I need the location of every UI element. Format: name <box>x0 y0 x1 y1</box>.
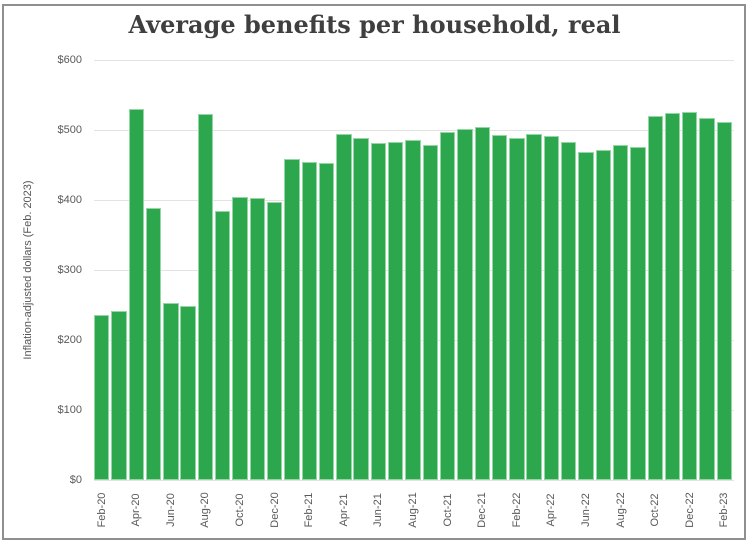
gridline-500 <box>94 130 734 131</box>
bar-Oct-20 <box>232 196 248 480</box>
y-tick-label: $500 <box>57 123 82 136</box>
bar-Jul-20 <box>180 306 196 480</box>
x-tick-label: Jun-21 <box>372 493 385 527</box>
y-tick-label: $100 <box>57 403 82 416</box>
x-tick-label: Oct-20 <box>234 493 247 527</box>
x-tick-label: Apr-20 <box>130 493 143 527</box>
gridline-600 <box>94 60 734 61</box>
bar-Dec-21 <box>474 127 490 480</box>
x-tick-label: Apr-22 <box>545 493 558 527</box>
bar-Jun-21 <box>370 142 387 480</box>
bar-Jun-20 <box>163 302 179 480</box>
bar-Jan-23 <box>699 118 715 480</box>
x-tick-label: Feb-23 <box>718 492 731 528</box>
bar-Mar-21 <box>318 162 335 480</box>
y-tick-label: $600 <box>57 53 82 66</box>
gridline-0 <box>94 480 734 481</box>
bar-Mar-20 <box>111 311 127 480</box>
x-tick-label: Dec-22 <box>683 492 696 528</box>
bar-Jan-21 <box>284 159 300 480</box>
x-tick-label: Oct-22 <box>649 493 662 527</box>
x-tick-label: Oct-21 <box>441 493 454 527</box>
bar-Sep-22 <box>630 146 646 480</box>
y-tick-label: $200 <box>57 333 82 346</box>
y-tick-label: $0 <box>69 473 82 486</box>
bar-Nov-21 <box>457 128 473 480</box>
bar-Aug-21 <box>405 139 421 480</box>
bar-Sep-21 <box>422 144 439 480</box>
bar-Jun-22 <box>578 151 594 480</box>
x-tick-label: Dec-20 <box>268 492 281 528</box>
bar-Nov-20 <box>249 197 266 480</box>
bar-Oct-22 <box>647 116 663 480</box>
y-tick-label: $300 <box>57 263 82 276</box>
x-tick-label: Aug-20 <box>199 492 212 528</box>
bar-Dec-22 <box>682 111 698 480</box>
bar-Jul-22 <box>595 149 611 480</box>
bar-Apr-22 <box>543 136 560 480</box>
y-tick-label: $400 <box>57 193 82 206</box>
x-tick-label: Apr-21 <box>337 493 350 527</box>
bar-May-22 <box>561 141 577 480</box>
bar-Feb-23 <box>716 121 733 480</box>
bar-May-20 <box>145 208 162 480</box>
bar-Nov-22 <box>664 113 681 480</box>
x-tick-label: Jun-22 <box>580 493 593 527</box>
x-tick-label: Dec-21 <box>476 492 489 528</box>
bar-Feb-22 <box>509 138 525 480</box>
bar-Oct-21 <box>439 132 456 480</box>
bar-Apr-21 <box>336 134 352 480</box>
bar-Feb-20 <box>94 314 110 480</box>
bar-Jan-22 <box>491 134 508 480</box>
x-tick-label: Feb-22 <box>510 492 523 528</box>
bar-Dec-20 <box>266 202 283 480</box>
x-tick-label: Aug-21 <box>407 492 420 528</box>
bar-Aug-22 <box>612 144 629 480</box>
x-tick-label: Feb-21 <box>303 492 316 528</box>
x-tick-label: Aug-22 <box>614 492 627 528</box>
x-tick-label: Feb-20 <box>95 492 108 528</box>
bar-Jul-21 <box>388 141 404 480</box>
bar-May-21 <box>353 137 369 480</box>
bar-Aug-20 <box>197 113 214 480</box>
bar-Apr-20 <box>128 109 144 480</box>
chart-title: Average benefits per household, real <box>128 10 621 39</box>
x-tick-label: Jun-20 <box>164 493 177 527</box>
bar-Mar-22 <box>526 133 542 480</box>
bar-Feb-21 <box>301 162 317 480</box>
y-axis-title: Inflation-adjusted dollars (Feb. 2023) <box>22 180 34 360</box>
bar-Sep-20 <box>215 211 231 480</box>
